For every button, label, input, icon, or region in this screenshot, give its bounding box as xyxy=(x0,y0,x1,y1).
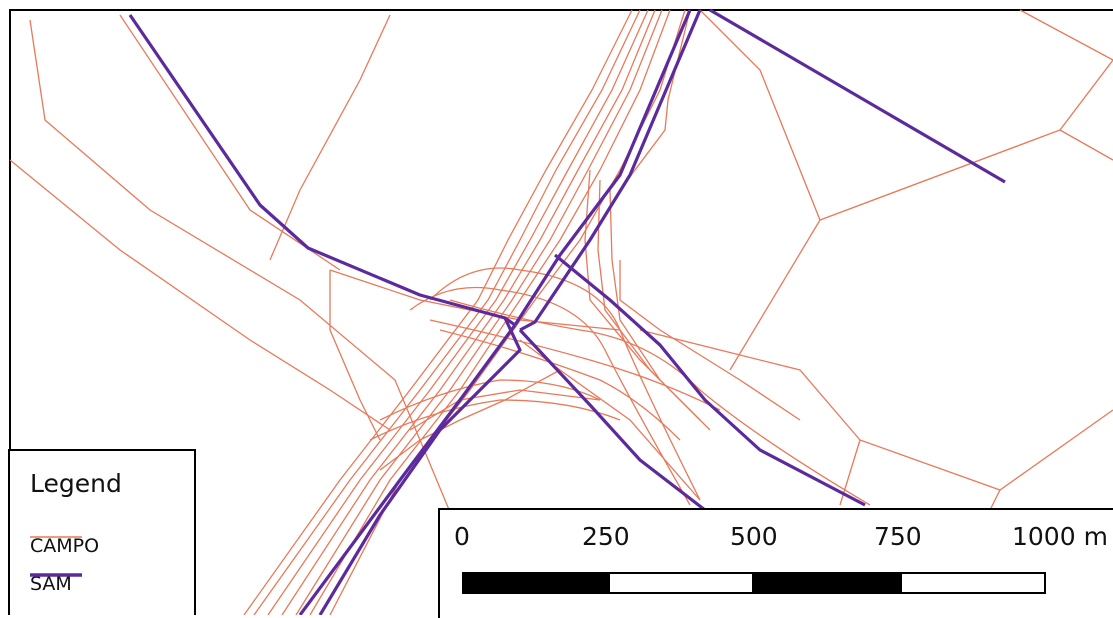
campo-road xyxy=(243,9,633,615)
campo-line-swatch xyxy=(30,536,82,538)
legend-panel: Legend CAMPO SAM xyxy=(8,449,196,615)
legend-item-sam: SAM xyxy=(30,569,82,599)
scale-tick-label: 250 xyxy=(582,522,630,551)
campo-road xyxy=(379,379,601,421)
campo-road xyxy=(639,329,1113,491)
campo-road xyxy=(369,399,621,441)
campo-road xyxy=(9,159,391,431)
campo-road xyxy=(253,9,641,615)
sam-route xyxy=(318,317,522,615)
sam-layer xyxy=(128,8,1006,615)
campo-road xyxy=(295,9,663,615)
sam-route xyxy=(709,8,1006,184)
campo-road xyxy=(409,286,691,506)
scale-tick-label: 750 xyxy=(874,522,922,551)
campo-road xyxy=(329,269,621,331)
sam-route xyxy=(553,253,866,507)
campo-road xyxy=(119,14,341,271)
campo-road xyxy=(1059,129,1113,161)
campo-road xyxy=(619,260,801,421)
scale-bar: 0 250 500 750 1000 m xyxy=(438,508,1113,618)
campo-road xyxy=(309,9,671,615)
scale-segment-white xyxy=(608,572,754,594)
campo-road xyxy=(449,299,871,506)
campo-road xyxy=(1019,9,1113,61)
sam-route xyxy=(519,9,702,332)
legend-label-sam: SAM xyxy=(30,573,72,595)
campo-road xyxy=(729,219,821,371)
campo-road xyxy=(429,267,701,501)
legend-item-campo: CAMPO xyxy=(30,531,99,561)
map-border xyxy=(9,9,1113,615)
campo-road xyxy=(989,489,1001,511)
sam-route xyxy=(513,9,692,326)
sam-line-swatch xyxy=(30,573,82,577)
campo-road xyxy=(609,189,661,381)
campo-road xyxy=(439,329,681,441)
sam-route xyxy=(298,324,517,615)
campo-road xyxy=(267,9,649,615)
scale-tick-label: 1000 m xyxy=(1012,522,1108,551)
campo-road xyxy=(429,319,721,411)
scale-tick-label: 500 xyxy=(730,522,778,551)
campo-layer xyxy=(9,9,1113,615)
legend-title: Legend xyxy=(30,469,122,498)
campo-road xyxy=(29,19,471,561)
campo-road xyxy=(409,389,601,431)
campo-road xyxy=(329,270,381,441)
sam-route xyxy=(518,328,706,512)
scale-segment-black xyxy=(462,572,610,594)
scale-segment-black xyxy=(752,572,902,594)
scale-segment-white xyxy=(900,572,1046,594)
legend-label-campo: CAMPO xyxy=(30,535,100,557)
campo-road xyxy=(269,14,391,261)
scale-tick-label: 0 xyxy=(454,522,470,551)
